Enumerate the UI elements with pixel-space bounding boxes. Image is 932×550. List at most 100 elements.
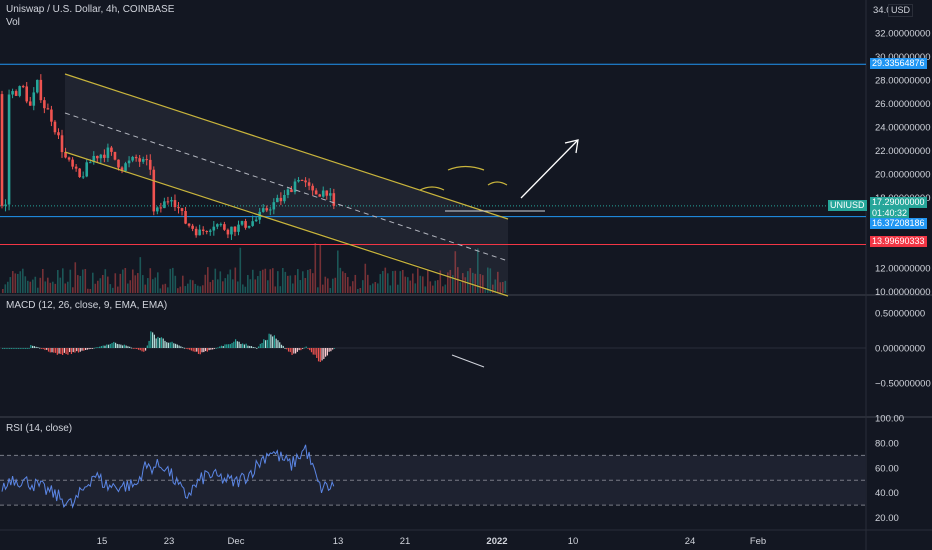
candle-body: [328, 193, 332, 196]
candle-body: [7, 94, 11, 205]
volume-bar: [367, 274, 369, 293]
candle-body: [166, 201, 170, 203]
macd-bar: [203, 348, 205, 353]
volume-bar: [134, 275, 137, 293]
macd-bar: [39, 347, 41, 349]
volume-bar: [169, 268, 172, 293]
volume-bar: [202, 285, 204, 293]
macd-bar: [152, 332, 154, 348]
macd-bar: [316, 348, 318, 358]
candle-body: [156, 207, 159, 212]
candle-body: [230, 226, 233, 235]
macd-bar: [330, 348, 332, 352]
candle-body: [134, 156, 138, 159]
volume-bar: [114, 273, 117, 293]
price-tick-label: 20.00000000: [875, 170, 930, 181]
volume-bar: [492, 284, 494, 293]
left-shoulder-arc: [419, 186, 445, 191]
macd-bar: [63, 348, 65, 353]
macd-bar: [113, 341, 115, 348]
currency-label[interactable]: USD: [888, 4, 914, 17]
volume-bar: [152, 279, 154, 293]
volume-bar: [252, 269, 254, 293]
macd-bar: [40, 348, 43, 349]
macd-bar: [100, 346, 103, 348]
volume-bar: [57, 270, 59, 293]
volume-bar: [49, 282, 52, 293]
volume-bar: [4, 284, 7, 293]
volume-bar: [222, 281, 224, 293]
candle-body: [18, 86, 21, 96]
volume-bar: [464, 277, 467, 293]
volume-bar: [409, 280, 412, 293]
macd-bar: [250, 346, 253, 348]
candle-body: [191, 225, 194, 229]
macd-bar: [303, 347, 306, 349]
volume-bar: [482, 275, 484, 293]
macd-bar: [86, 348, 88, 350]
volume-bar: [444, 284, 447, 293]
volume-bar: [192, 280, 194, 293]
macd-bar: [153, 334, 155, 348]
volume-bar: [344, 273, 347, 293]
macd-bar: [10, 348, 13, 349]
macd-bar: [220, 345, 223, 348]
volume-bar: [312, 273, 314, 293]
candle-body: [318, 194, 321, 197]
volume-bar: [154, 277, 157, 293]
macd-bar: [120, 344, 122, 348]
macd-bar: [302, 348, 304, 349]
volume-bar: [7, 281, 9, 293]
macd-bar: [183, 347, 185, 349]
macd-bar: [47, 348, 50, 352]
macd-bar: [234, 339, 237, 348]
volume-bar: [39, 277, 42, 293]
volume-bar: [127, 283, 129, 293]
volume-bar: [402, 269, 404, 293]
macd-bar: [53, 348, 55, 353]
candle-body: [131, 156, 134, 161]
volume-bar: [147, 278, 149, 293]
macd-bar: [24, 348, 27, 349]
macd-bar: [77, 348, 80, 353]
volume-bar: [129, 280, 132, 293]
time-tick-label: 10: [568, 536, 579, 547]
macd-bar: [54, 348, 57, 353]
volume-bar: [314, 243, 317, 293]
volume-bar: [347, 277, 349, 293]
volume-bar: [99, 278, 102, 293]
candle-body: [233, 226, 237, 232]
candle-body: [251, 221, 254, 226]
volume-bar: [109, 284, 112, 293]
red-level-price-tag: 13.99690333: [870, 236, 927, 247]
macd-bar: [3, 348, 5, 349]
macd-bar: [83, 348, 85, 351]
macd-bar: [46, 348, 48, 350]
candle-body: [106, 147, 110, 158]
volume-bar: [59, 277, 62, 293]
macd-bar: [114, 342, 117, 348]
macd-bar: [155, 338, 157, 348]
candle-body: [276, 197, 279, 203]
volume-bar: [44, 281, 47, 293]
volume-bar: [289, 275, 292, 293]
volume-bar: [309, 269, 312, 293]
macd-bar: [109, 343, 111, 348]
macd-bar: [28, 348, 30, 349]
macd-bar: [122, 345, 124, 348]
candle-body: [311, 185, 314, 191]
macd-bar: [280, 344, 283, 348]
volume-bar: [499, 282, 502, 293]
volume-bar: [249, 279, 252, 293]
volume-bar: [64, 283, 67, 293]
macd-bar: [17, 348, 20, 349]
rsi-tick-label: 20.00: [875, 513, 899, 524]
time-tick-label: 15: [97, 536, 108, 547]
macd-bar: [7, 348, 9, 349]
candle-body: [124, 163, 127, 171]
candle-body: [300, 179, 304, 181]
candlesticks: [0, 74, 336, 240]
volume-bar: [317, 287, 319, 293]
candle-body: [11, 91, 14, 95]
